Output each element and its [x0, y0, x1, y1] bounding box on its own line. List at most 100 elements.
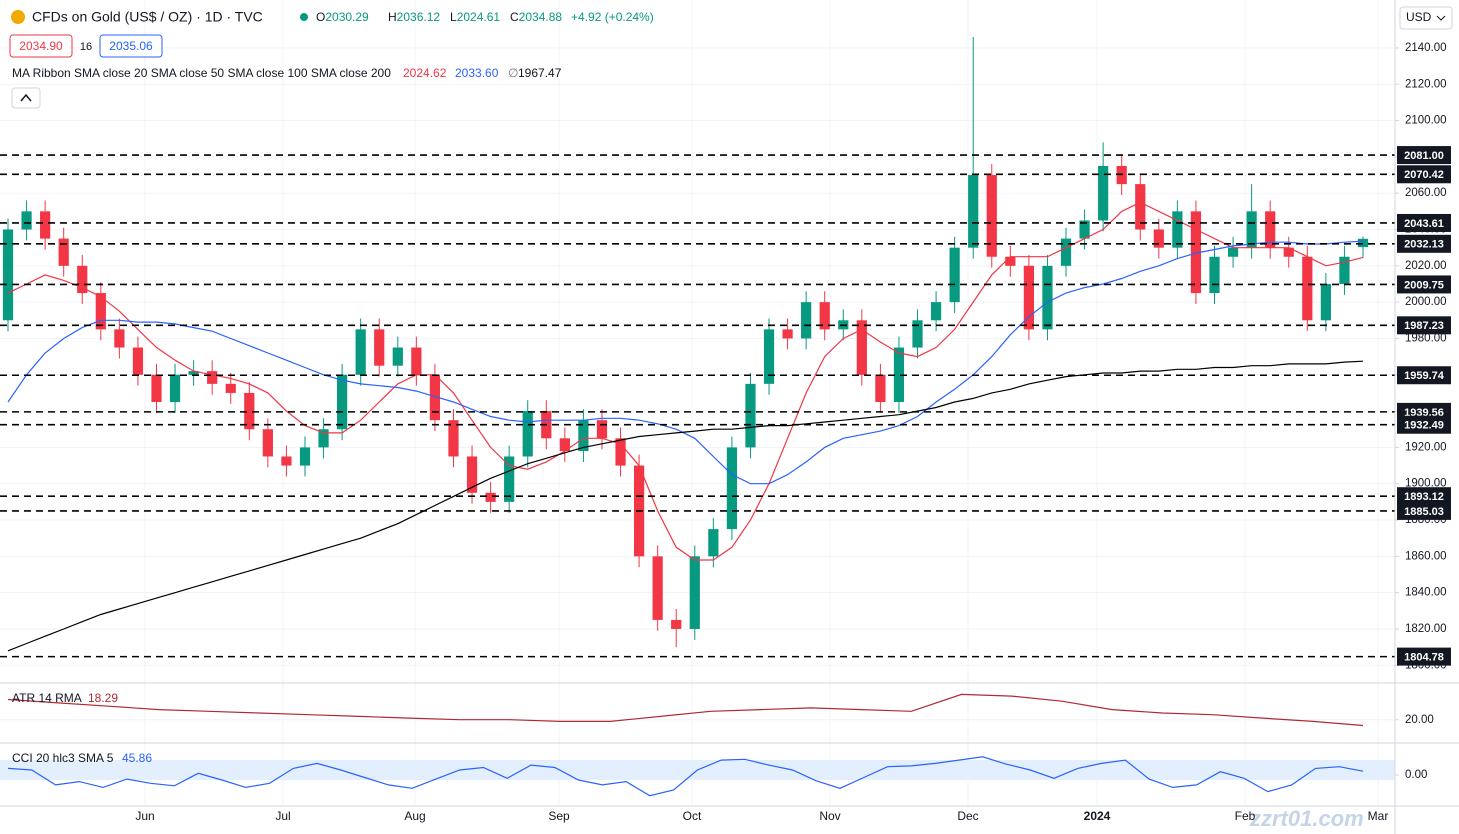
candle-body — [1023, 265, 1034, 330]
symbol-title[interactable]: CFDs on Gold (US$ / OZ) · 1D · TVC — [32, 9, 263, 25]
candle-body — [169, 374, 181, 403]
candle-body — [782, 329, 793, 339]
x-tick-label: Feb — [1235, 809, 1256, 823]
bid-button[interactable] — [9, 34, 73, 58]
x-tick-label: 2024 — [1084, 809, 1111, 823]
candle-body — [1283, 247, 1294, 257]
ohlc-value: 2024.61 — [457, 10, 501, 24]
candle-body — [893, 347, 905, 403]
y-tick-label: 0.00 — [1405, 769, 1427, 781]
candle-body — [77, 265, 88, 294]
candle-body — [1172, 211, 1183, 248]
level-label: 1987.23 — [1404, 320, 1444, 332]
plot — [0, 37, 1395, 797]
level-label: 1885.03 — [1404, 506, 1444, 518]
candle-body — [262, 429, 273, 457]
symbol-icon — [11, 10, 25, 24]
candle-body — [1060, 238, 1072, 266]
ohlc-low: L2024.61 — [450, 10, 500, 24]
ask-price: 2035.06 — [109, 39, 153, 53]
candle-body — [559, 438, 570, 452]
candle-body — [355, 329, 366, 375]
y-tick-label: 2000.00 — [1405, 296, 1447, 308]
ohlc-value: 2036.12 — [397, 10, 441, 24]
level-label: 1893.12 — [1404, 491, 1444, 503]
candle-body — [392, 347, 403, 366]
x-tick-label: Oct — [683, 809, 702, 823]
candle-body — [949, 247, 960, 303]
ask-button[interactable] — [99, 34, 163, 58]
candle-body — [281, 456, 292, 466]
candle-body — [930, 302, 942, 321]
currency-button[interactable] — [1399, 6, 1453, 30]
level-label-box — [1397, 366, 1451, 385]
currency: USD — [1406, 10, 1432, 24]
x-tick-label: Jun — [135, 809, 154, 823]
candle-body — [801, 302, 812, 339]
spread: 16 — [80, 41, 92, 53]
candle-body — [819, 302, 830, 330]
candle-body — [1098, 165, 1109, 221]
ma-legend-value: 2033.60 — [455, 66, 499, 80]
indicator-line — [7, 693, 1364, 727]
level-label-box — [1397, 275, 1451, 294]
collapse-button[interactable] — [11, 87, 41, 109]
candle-body — [1209, 256, 1220, 294]
candle-body — [151, 374, 162, 403]
level-label: 2081.00 — [1404, 150, 1444, 162]
ma-line — [7, 240, 1364, 485]
y-tick-label: 20.00 — [1405, 714, 1434, 726]
y-tick-label: 2100.00 — [1405, 115, 1447, 127]
x-tick-label: Jul — [275, 809, 290, 823]
candle-body — [689, 556, 700, 629]
cci-legend-value: 45.86 — [122, 751, 152, 765]
ma-legend-value: 2024.62 — [403, 66, 447, 80]
ohlc-high: H2036.12 — [388, 10, 440, 24]
candle-body — [1227, 247, 1239, 257]
watermark: zzrt01.com — [1249, 806, 1364, 831]
dropdown-icon — [1436, 15, 1446, 21]
candle-body — [875, 374, 886, 403]
candle-body — [856, 320, 867, 375]
level-label: 2032.13 — [1404, 239, 1444, 251]
candle-body — [207, 371, 218, 384]
ohlc-key: H — [388, 10, 397, 24]
indicator-line — [7, 756, 1364, 797]
candle-body — [1005, 256, 1016, 266]
level-label-box — [1397, 165, 1451, 184]
ma-legend: MA Ribbon SMA close 20 SMA close 50 SMA … — [12, 66, 391, 80]
candle-body — [132, 347, 144, 375]
candle-body — [2, 229, 14, 321]
y-tick-label: 2060.00 — [1405, 187, 1447, 199]
level-label: 2070.42 — [1404, 169, 1444, 181]
candle-body — [466, 456, 478, 493]
candle-body — [615, 438, 626, 466]
candle-body — [504, 456, 515, 502]
candle-body — [1246, 211, 1257, 248]
candle-body — [318, 429, 329, 448]
ma-legend-value: 1967.47 — [518, 66, 562, 80]
ohlc-value: 2030.29 — [325, 10, 369, 24]
candle-body — [1339, 256, 1350, 284]
ohlc-key: L — [450, 10, 457, 24]
candle-body — [522, 411, 533, 457]
candle-body — [448, 420, 459, 457]
y-tick-label: 1900.00 — [1405, 478, 1447, 490]
ohlc-close: C2034.88 — [510, 10, 562, 24]
level-label: 1959.74 — [1404, 370, 1445, 382]
candle-body — [745, 383, 756, 448]
candle-body — [1320, 283, 1331, 321]
x-tick-label: Aug — [404, 809, 425, 823]
candle-body — [652, 556, 663, 620]
candle-body — [578, 420, 589, 452]
level-label-box — [1397, 647, 1451, 666]
candle-body — [968, 175, 979, 248]
candle-body — [1135, 184, 1146, 230]
ohlc-key: C — [510, 10, 519, 24]
candle-body — [374, 329, 385, 366]
candle-body — [299, 447, 311, 466]
candle-body — [912, 320, 923, 348]
ohlc-key: O — [316, 10, 325, 24]
candle-body — [726, 447, 738, 530]
